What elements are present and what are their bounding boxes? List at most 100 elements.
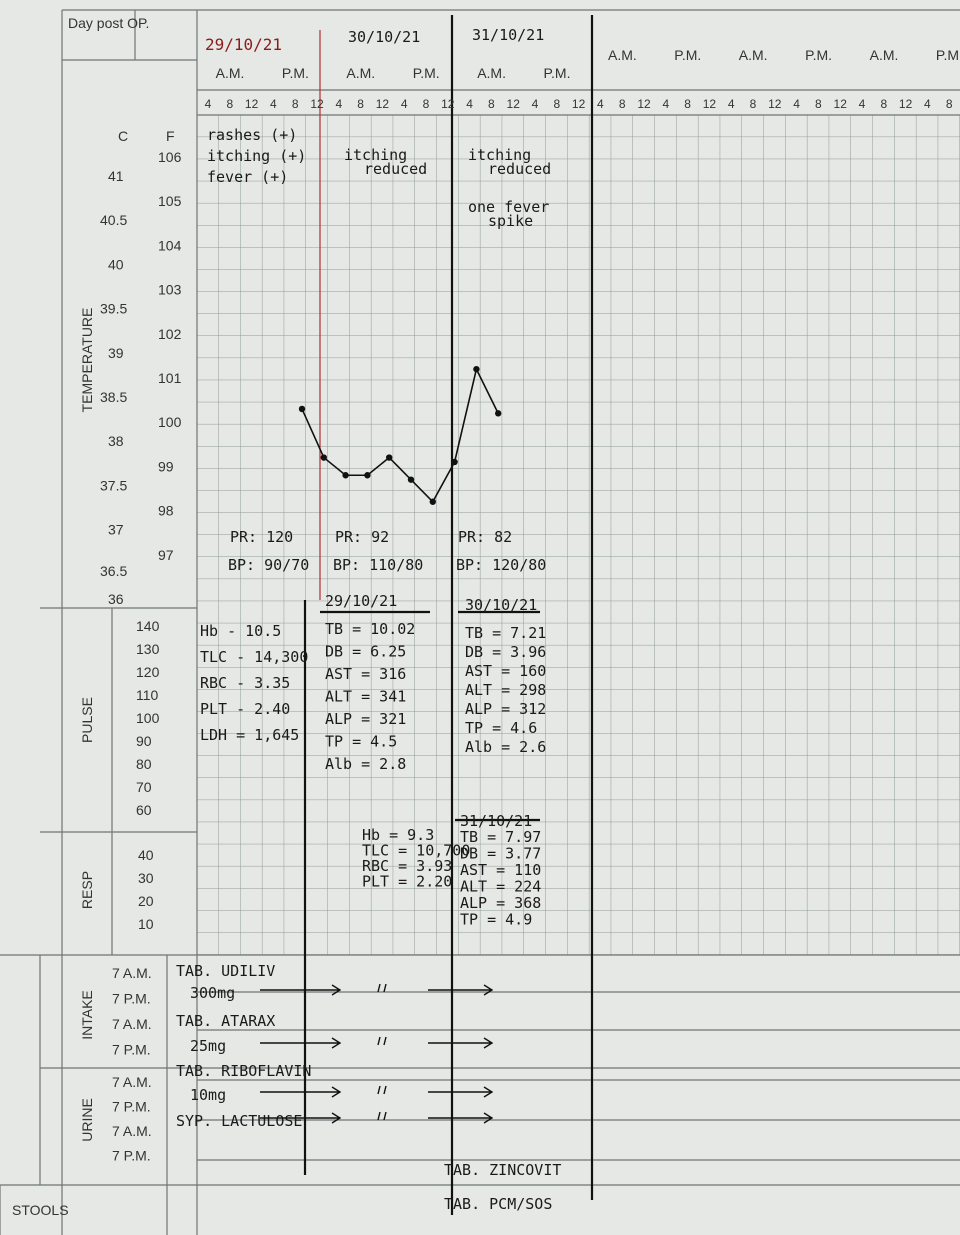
c-scale: 38	[108, 433, 124, 449]
section-label: TEMPERATURE	[79, 308, 95, 413]
lab-value: ALT = 341	[325, 688, 406, 706]
lab-date: 31/10/21	[460, 812, 532, 830]
med-name: SYP. LACTULOSE	[176, 1112, 302, 1130]
c-scale: 36	[108, 591, 124, 607]
pulse-scale: 70	[136, 779, 152, 795]
lab-value: DB = 6.25	[325, 643, 406, 661]
hour-label: 12	[572, 97, 586, 111]
section-label: PULSE	[79, 697, 95, 743]
med-name: TAB. RIBOFLAVIN	[176, 1062, 311, 1080]
c-scale: 41	[108, 168, 124, 184]
time-label: 7 P.M.	[112, 991, 151, 1007]
lab-value: AST = 316	[325, 665, 406, 683]
hour-label: 8	[684, 97, 691, 111]
time-label: 7 P.M.	[112, 1099, 151, 1115]
med-name: TAB. UDILIV	[176, 962, 275, 980]
hour-label: 4	[597, 97, 604, 111]
pulse-scale: 90	[136, 733, 152, 749]
f-scale: 101	[158, 370, 182, 386]
date: 30/10/21	[348, 28, 420, 46]
temperature-point	[495, 410, 502, 417]
hour-label: 4	[728, 97, 735, 111]
note: rashes (+)	[207, 126, 297, 144]
lab-value: PLT - 2.40	[200, 700, 290, 718]
arrow	[260, 1085, 494, 1098]
hour-label: 12	[310, 97, 324, 111]
f-scale: 97	[158, 547, 174, 563]
time-label: 7 P.M.	[112, 1148, 151, 1164]
pulse-rate: PR: 82	[458, 528, 512, 546]
lab-value: Alb = 2.8	[325, 755, 406, 773]
hand-lines	[303, 15, 594, 1215]
section-label: STOOLS	[12, 1202, 69, 1218]
lab-value: TLC - 14,300	[200, 648, 308, 666]
lab-value: PLT = 2.20	[362, 873, 452, 891]
med-name: TAB. ATARAX	[176, 1012, 275, 1030]
note: itching	[344, 146, 407, 164]
c-scale: 39.5	[100, 301, 127, 317]
c-scale: 37.5	[100, 477, 127, 493]
hour-label: 12	[245, 97, 259, 111]
hour-label: 4	[335, 97, 342, 111]
hour-label: 8	[815, 97, 822, 111]
temperature-point	[429, 498, 436, 505]
hour-label: 12	[768, 97, 782, 111]
lab-value: AST = 160	[465, 662, 546, 680]
med-dose: 25mg	[190, 1037, 226, 1055]
note: itching (+)	[207, 147, 306, 165]
temperature-point	[386, 454, 393, 461]
grid	[197, 115, 960, 955]
pulse-rate: PR: 92	[335, 528, 389, 546]
resp-scale: 40	[138, 847, 154, 863]
hour-label: 8	[553, 97, 560, 111]
lab-value: TP = 4.9	[460, 911, 532, 929]
lab-value: Alb = 2.6	[465, 738, 546, 756]
hour-label: 12	[507, 97, 521, 111]
lab-value: LDH = 1,645	[200, 726, 299, 744]
note: spike	[488, 212, 533, 230]
hour-label: 4	[401, 97, 408, 111]
hour-label: 12	[441, 97, 455, 111]
date: 29/10/21	[205, 35, 282, 54]
shift-label: A.M.	[346, 65, 375, 81]
f-scale: 105	[158, 193, 182, 209]
hour-label: 8	[619, 97, 626, 111]
time-label: 7 A.M.	[112, 1123, 152, 1139]
med-dose: 300mg	[190, 984, 235, 1002]
blood-pressure: BP: 90/70	[228, 556, 309, 574]
day-post-op: Day post OP.	[68, 15, 149, 31]
pulse-rate: PR: 120	[230, 528, 293, 546]
temperature-point	[473, 365, 480, 373]
note: one fever	[468, 198, 549, 216]
temperature-line	[301, 366, 499, 504]
hour-label: 8	[292, 97, 299, 111]
extra-med: TAB. PCM/SOS	[444, 1195, 552, 1213]
c-scale: 37	[108, 522, 124, 538]
hour-label: 8	[880, 97, 887, 111]
shift-label: P.M.	[805, 47, 832, 63]
note: itching	[468, 146, 531, 164]
arrow	[260, 1036, 494, 1049]
section-label: URINE	[79, 1098, 95, 1142]
f-scale: 99	[158, 458, 174, 474]
shift-label: P.M.	[936, 47, 960, 63]
shift-label: A.M.	[608, 47, 637, 63]
pulse-scale: 80	[136, 756, 152, 772]
arrow	[260, 1111, 494, 1124]
hour-label: 12	[899, 97, 913, 111]
f-scale: 98	[158, 503, 174, 519]
hour-label: 4	[662, 97, 669, 111]
lab-value: TB = 7.21	[465, 624, 546, 642]
hour-label: 8	[423, 97, 430, 111]
resp-scale: 30	[138, 870, 154, 886]
pulse-scale: 100	[136, 710, 160, 726]
temperature-point	[298, 405, 306, 413]
hour-label: 4	[793, 97, 800, 111]
lab-value: TB = 10.02	[325, 620, 415, 638]
lab-value: ALP = 312	[465, 700, 546, 718]
shift-label: P.M.	[674, 47, 701, 63]
lab-value: Hb - 10.5	[200, 622, 281, 640]
resp-scale: 10	[138, 916, 154, 932]
c-scale: 36.5	[100, 563, 127, 579]
